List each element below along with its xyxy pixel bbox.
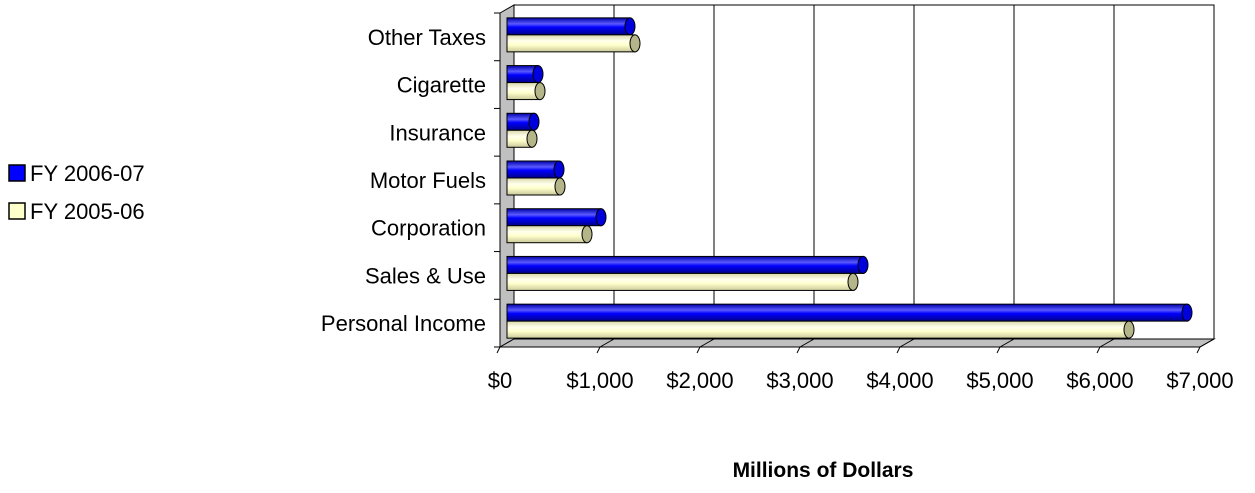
legend: FY 2006-07 FY 2005-06 [8,161,145,224]
bar-cap [553,160,565,179]
gridline-floor [899,338,915,348]
x-tick-mark [496,346,501,354]
bar-cap [1181,303,1193,322]
bar-cap [595,208,607,227]
gridline-floor [1199,338,1215,348]
bar-cap [528,112,540,131]
legend-label: FY 2006-07 [30,161,145,186]
gridline-floor [1099,338,1115,348]
gridline-floor [999,338,1015,348]
bar-cap [1123,320,1135,339]
bar [506,177,566,196]
bar [506,255,869,274]
bars [506,17,1193,339]
x-tick-label: $6,000 [1066,368,1133,393]
x-axis-ticks: $0 $1,000 $2,000 $3,000 $4,000 $5,000 $6,000 $7… [488,346,1234,393]
bar-cap [847,272,859,291]
x-tick-mark [1196,346,1201,354]
bar [506,320,1135,339]
bar-cap [532,65,544,84]
bar-cap [581,225,593,244]
legend-swatch [8,164,26,182]
bar [506,272,859,291]
bar-body [506,160,560,179]
x-tick-mark [796,346,801,354]
legend-label: FY 2005-06 [30,199,145,224]
bar-cap [857,255,869,274]
x-tick-label: $5,000 [966,368,1033,393]
x-tick-label: $3,000 [766,368,833,393]
bar [506,160,565,179]
category-label: Cigarette [397,73,486,98]
bar-body [506,208,602,227]
bar-cap [554,177,566,196]
category-label: Sales & Use [365,263,486,288]
x-tick-label: $2,000 [666,368,733,393]
bar-body [506,34,636,53]
bar [506,34,641,53]
y-axis-categories: Personal Income Sales & Use Corporation Mot… [321,12,501,348]
bar-body [506,303,1188,322]
bar [506,17,636,36]
category-label: Personal Income [321,311,486,336]
bar [506,112,540,131]
bar-body [506,320,1130,339]
bar [506,303,1193,322]
x-tick-label: $1,000 [566,368,633,393]
x-tick-mark [696,346,701,354]
bar-cap [534,82,546,101]
category-label: Other Taxes [368,25,486,50]
x-tick-label: $4,000 [866,368,933,393]
bar [506,129,538,148]
bar-body [506,17,631,36]
bar [506,65,544,84]
gridline-floor [599,338,615,348]
bar [506,82,546,101]
bar [506,208,607,227]
category-label: Motor Fuels [370,168,486,193]
x-tick-mark [596,346,601,354]
x-axis-title: Millions of Dollars [733,459,914,482]
bar-body [506,177,561,196]
bar-cap [629,34,641,53]
bar [506,225,593,244]
bar-body [506,225,588,244]
x-tick-label: $0 [488,368,512,393]
gridline-floor [799,338,815,348]
bar-cap [624,17,636,36]
bar-body [506,272,854,291]
x-tick-mark [1096,346,1101,354]
x-tick-label: $7,000 [1166,368,1233,393]
x-tick-mark [896,346,901,354]
legend-swatch [8,202,26,220]
category-label: Corporation [371,216,486,241]
plot-area [498,4,1216,348]
x-tick-mark [996,346,1001,354]
category-label: Insurance [389,120,486,145]
gridline-floor [699,338,715,348]
bar-body [506,255,864,274]
bar-cap [526,129,538,148]
